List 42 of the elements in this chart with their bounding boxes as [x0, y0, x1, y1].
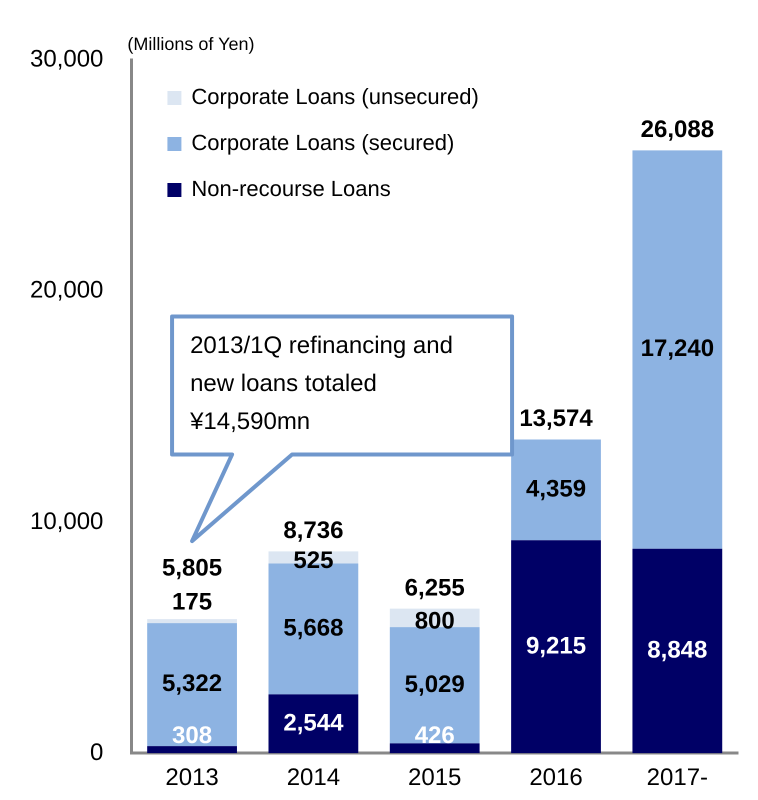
bar — [390, 743, 480, 754]
legend-label: Non-recourse Loans — [191, 176, 391, 202]
bar — [511, 540, 601, 754]
bar — [147, 623, 237, 746]
x-tick-label: 2017- — [646, 764, 708, 792]
bar — [632, 150, 722, 549]
data-label: 5,322 — [162, 670, 222, 698]
data-label: 175 — [172, 588, 212, 616]
x-tick-label: 2016 — [529, 764, 583, 792]
bar — [147, 619, 237, 624]
data-label: 525 — [293, 547, 334, 574]
data-label: 17,240 — [640, 335, 714, 362]
y-tick-label: 20,000 — [30, 276, 104, 304]
data-label: 5,029 — [404, 670, 465, 698]
bar — [268, 694, 358, 754]
y-axis-title: (Millions of Yen) — [127, 34, 254, 54]
bar — [511, 440, 601, 540]
legend-label: Corporate Loans (unsecured) — [191, 84, 479, 110]
data-label: 426 — [414, 722, 455, 749]
total-label: 13,574 — [519, 405, 594, 432]
data-label: 8,848 — [647, 636, 708, 664]
annotation: 2013/1Q refinancing and new loans totaled ¥14,590mn — [189, 332, 453, 436]
data-label: 5,668 — [283, 614, 344, 642]
total-label: 5,805 — [162, 554, 222, 582]
y-tick-label: 0 — [90, 738, 104, 766]
x-tick-label: 2015 — [408, 764, 462, 792]
data-label: 9,215 — [526, 632, 586, 660]
x-tick-label: 2013 — [165, 764, 219, 792]
total-label: 8,736 — [283, 516, 344, 544]
data-label: 2,544 — [283, 709, 344, 736]
legend-label: Corporate Loans (secured) — [191, 130, 454, 156]
total-label: 26,088 — [640, 116, 714, 144]
total-label: 6,255 — [404, 574, 465, 602]
data-label: 4,359 — [526, 476, 586, 503]
x-tick-label: 2014 — [286, 764, 340, 792]
bar — [147, 746, 237, 754]
y-tick-label: 30,000 — [30, 46, 104, 73]
data-label: 800 — [414, 608, 455, 635]
data-label: 308 — [172, 722, 212, 749]
bar — [632, 548, 722, 754]
bar — [390, 627, 480, 744]
y-tick-label: 10,000 — [30, 508, 104, 535]
